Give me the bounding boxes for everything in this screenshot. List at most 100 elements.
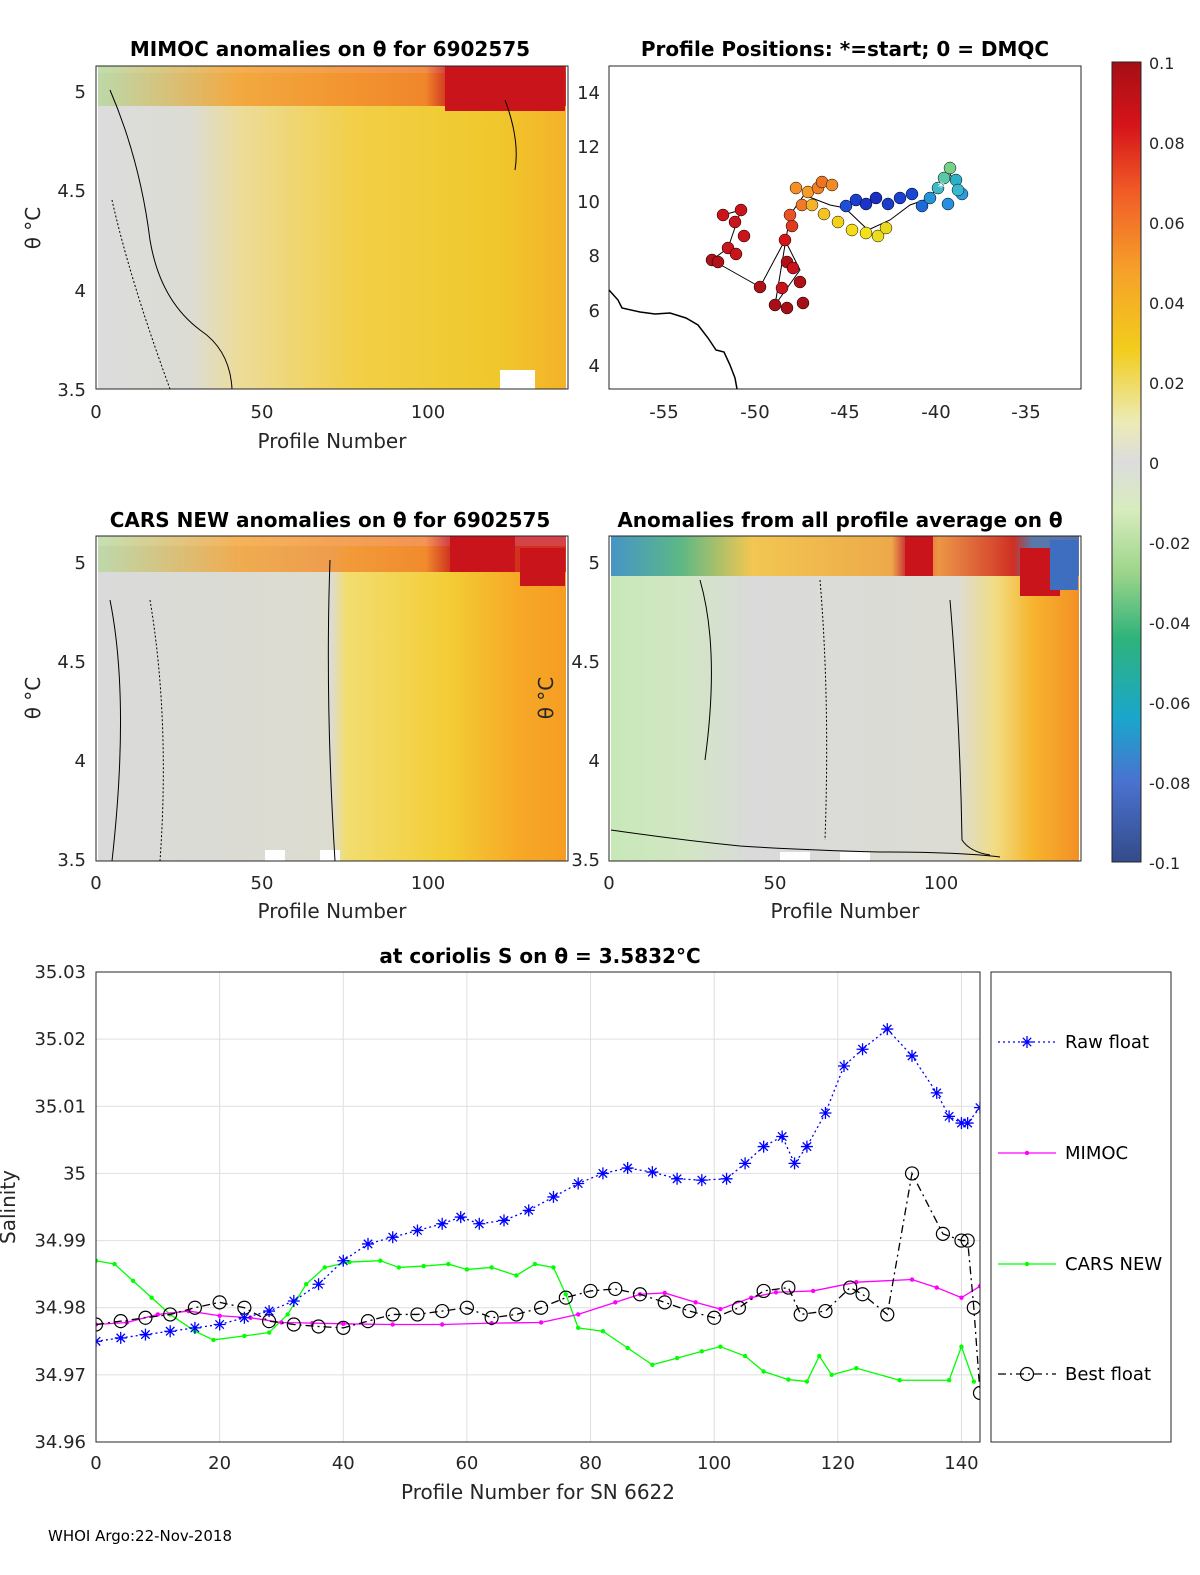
raw-float-point xyxy=(757,1140,770,1153)
profile-markers xyxy=(705,161,969,315)
raw-float-point xyxy=(881,1023,894,1036)
positions-xtick: -35 xyxy=(1011,402,1040,423)
cars-new-point xyxy=(378,1258,383,1263)
best-float-point xyxy=(360,1314,376,1329)
allavg-contour-2 xyxy=(949,599,991,856)
cars-new-point xyxy=(396,1265,402,1270)
best-float-point xyxy=(880,1307,895,1322)
x-tick-label: 140 xyxy=(944,1453,978,1474)
allavg-ytick: 4.5 xyxy=(571,652,600,673)
raw-float-point xyxy=(522,1204,535,1217)
raw-float-point xyxy=(800,1140,813,1153)
best-float-point xyxy=(657,1295,672,1310)
allavg-top-anomaly xyxy=(611,536,1079,576)
cars-new-point xyxy=(946,1378,952,1383)
profile-marker xyxy=(711,255,725,269)
raw-float-point xyxy=(961,1117,974,1130)
cars-contour-2 xyxy=(327,559,336,862)
allavg-xtick: 0 xyxy=(603,873,614,894)
raw-float-point xyxy=(213,1318,226,1331)
mimoc-point xyxy=(909,1277,915,1282)
best-float-point xyxy=(954,1233,969,1248)
best-float-point xyxy=(138,1310,153,1325)
legend-label: MIMOC xyxy=(1065,1143,1128,1164)
profile-marker xyxy=(737,229,751,243)
raw-float-point xyxy=(114,1331,127,1344)
raw-float-point xyxy=(788,1157,801,1170)
cars-new-point xyxy=(489,1265,494,1270)
allavg-ylabel: θ °C xyxy=(534,677,558,720)
profile-marker xyxy=(729,247,743,261)
profile-marker xyxy=(879,221,893,235)
mimoc-ylabel: θ °C xyxy=(21,207,45,250)
profile-marker xyxy=(768,298,782,312)
allavg-xlabel: Profile Number xyxy=(771,899,921,923)
mimoc-xtick: 100 xyxy=(411,402,445,423)
chart-xlabel: Profile Number for SN 6622 xyxy=(401,1480,675,1504)
colorbar-tick: -0.02 xyxy=(1149,534,1190,553)
legend-item-mimoc: MIMOC xyxy=(998,1143,1128,1164)
raw-float-point xyxy=(621,1162,634,1175)
mimoc-point xyxy=(693,1300,698,1305)
cars-new-series xyxy=(96,1258,977,1384)
allavg-ytick: 3.5 xyxy=(571,850,600,871)
best-float-point xyxy=(904,1166,920,1181)
legend-item-cars-new: CARS NEW xyxy=(998,1254,1162,1275)
legend-box xyxy=(990,971,1172,1443)
allavg-panel: Anomalies from all profile average on θ … xyxy=(534,508,1082,923)
allavg-field xyxy=(611,536,1079,861)
raw-float-point xyxy=(454,1211,467,1224)
best-float-point xyxy=(632,1287,648,1302)
colorbar-tick: 0 xyxy=(1149,454,1159,473)
cars-new-point xyxy=(285,1312,290,1317)
raw-float-point xyxy=(411,1224,424,1237)
mimoc-point xyxy=(977,1284,980,1289)
cars-new-point xyxy=(532,1261,538,1267)
profile-marker xyxy=(789,181,803,195)
cars-missing xyxy=(320,850,340,861)
start-marker-icon: * xyxy=(938,180,945,196)
best-float-point xyxy=(163,1307,178,1322)
cars-panel: CARS NEW anomalies on θ for 6902575 5 4.… xyxy=(21,508,569,923)
x-tick-label: 100 xyxy=(697,1453,731,1474)
positions-xtick: -55 xyxy=(649,402,678,423)
profile-marker xyxy=(893,191,907,205)
profile-marker xyxy=(859,197,873,211)
allavg-contour-dotted xyxy=(819,579,828,841)
best-float-point xyxy=(336,1320,351,1335)
best-float-point xyxy=(793,1307,808,1322)
raw-float-point xyxy=(337,1254,350,1267)
raw-float-point xyxy=(856,1043,869,1056)
cars-new-point xyxy=(464,1267,470,1272)
raw-float-point xyxy=(596,1167,609,1180)
raw-float-line xyxy=(96,1028,980,1342)
best-float-point xyxy=(682,1303,697,1319)
legend-best-float-point xyxy=(1019,1366,1035,1382)
colorbar-tick: -0.06 xyxy=(1149,694,1190,713)
cars-new-point xyxy=(761,1369,766,1374)
positions-ytick: 4 xyxy=(589,356,600,377)
profile-marker xyxy=(941,197,955,211)
cars-new-point xyxy=(804,1379,810,1384)
raw-float-point xyxy=(188,1321,201,1334)
cars-contour-dotted xyxy=(149,599,164,862)
best-float-point xyxy=(960,1233,975,1248)
cars-new-point xyxy=(551,1265,556,1270)
best-float-point xyxy=(731,1300,747,1315)
mimoc-point xyxy=(810,1288,816,1294)
x-tick-label: 120 xyxy=(821,1453,855,1474)
raw-float-point xyxy=(362,1237,374,1250)
legend-item-best-float: Best float xyxy=(998,1364,1151,1385)
profile-marker xyxy=(775,281,789,295)
cars-new-point xyxy=(650,1362,655,1367)
x-tick-label: 60 xyxy=(455,1453,478,1474)
allavg-blue-patch xyxy=(1050,540,1078,590)
chart-title: at coriolis S on θ = 3.5832°C xyxy=(379,944,700,968)
mimoc-point xyxy=(773,1290,779,1295)
cars-contour xyxy=(109,599,122,862)
mimoc-ytick: 5 xyxy=(75,82,86,103)
raw-float-point xyxy=(139,1328,152,1341)
raw-float-point xyxy=(671,1172,684,1185)
y-tick-label: 34.98 xyxy=(34,1298,86,1319)
legend-items: Raw float MIMOC CARS NEW Best float xyxy=(998,1032,1162,1385)
